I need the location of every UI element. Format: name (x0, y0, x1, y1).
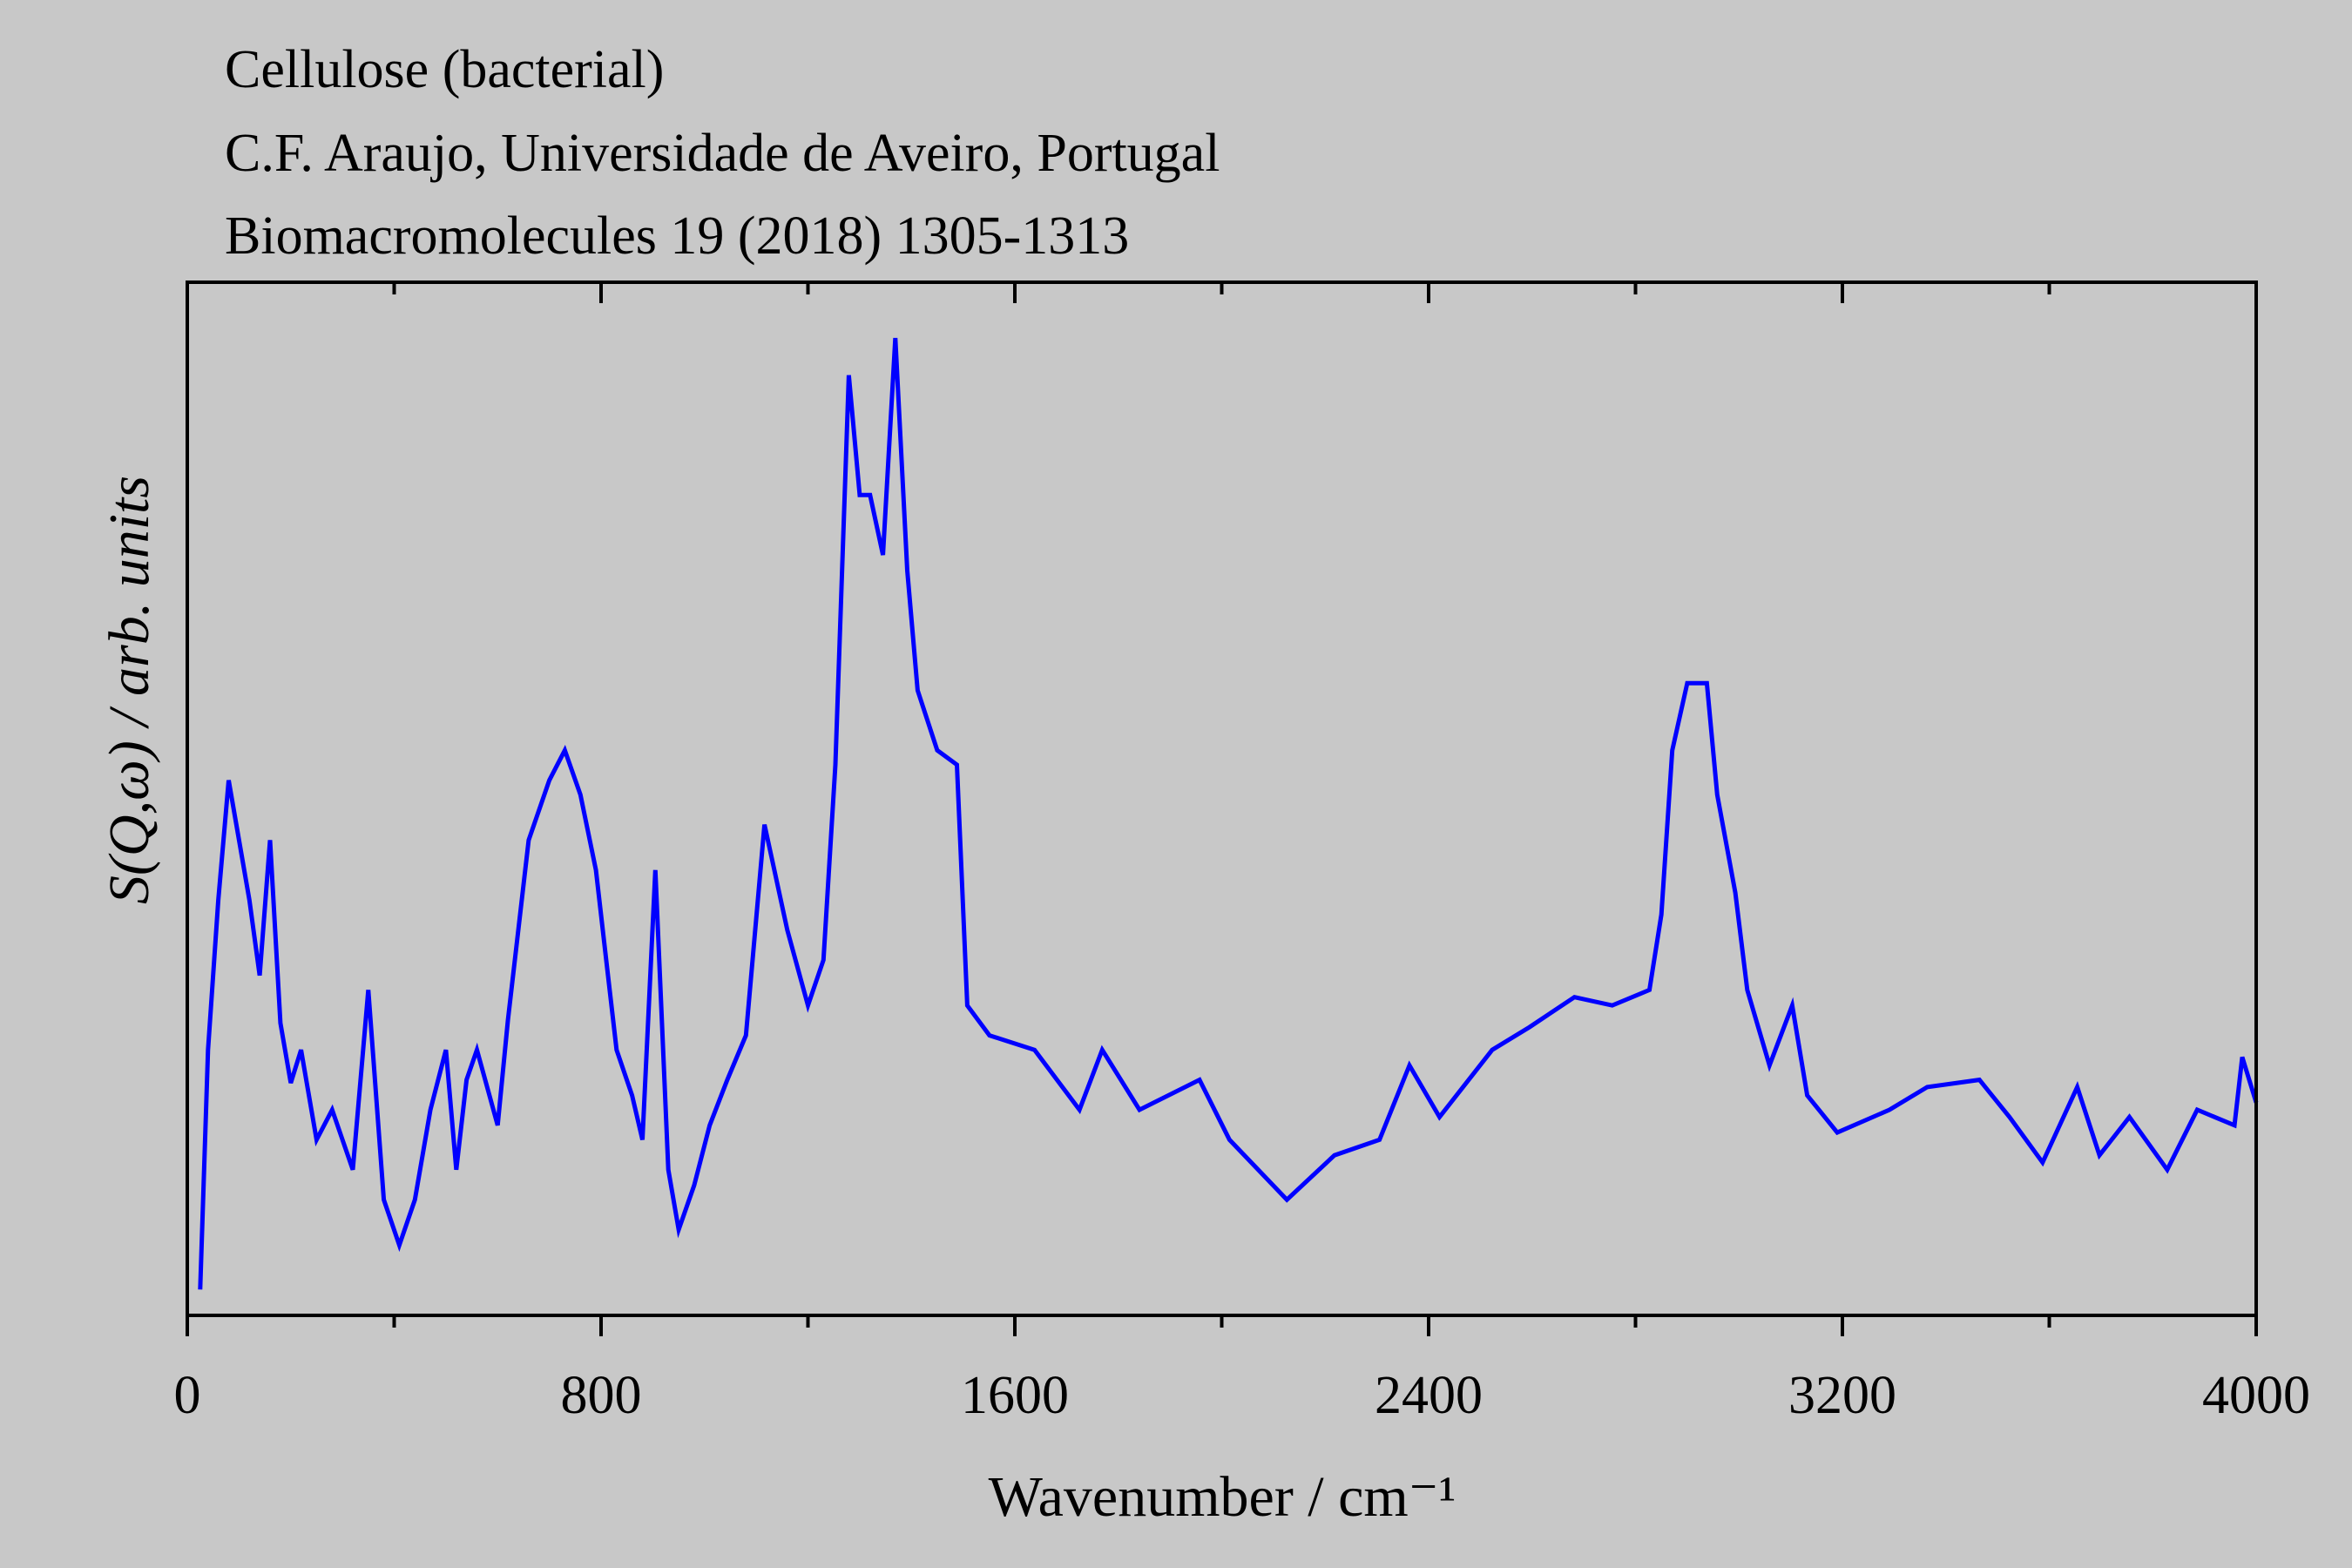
x-tick-label: 2400 (1375, 1366, 1483, 1425)
spectrum-line (198, 337, 2259, 1290)
title-line: C.F. Araujo, Universidade de Aveiro, Por… (225, 124, 1220, 183)
x-tick-label: 4000 (2202, 1366, 2310, 1425)
x-tick-label: 0 (174, 1366, 201, 1425)
x-tick-label: 800 (561, 1366, 642, 1425)
x-axis-label: Wavenumber / cm⁻¹ (989, 1465, 1456, 1529)
plot-frame (186, 280, 2258, 1317)
title-line: Biomacromolecules 19 (2018) 1305-1313 (225, 206, 1129, 266)
x-tick-label: 3200 (1788, 1366, 1896, 1425)
y-axis-label: S(Q,ω) / arb. units (98, 476, 161, 904)
x-tick-label: 1600 (961, 1366, 1069, 1425)
title-line: Cellulose (bacterial) (225, 40, 664, 99)
